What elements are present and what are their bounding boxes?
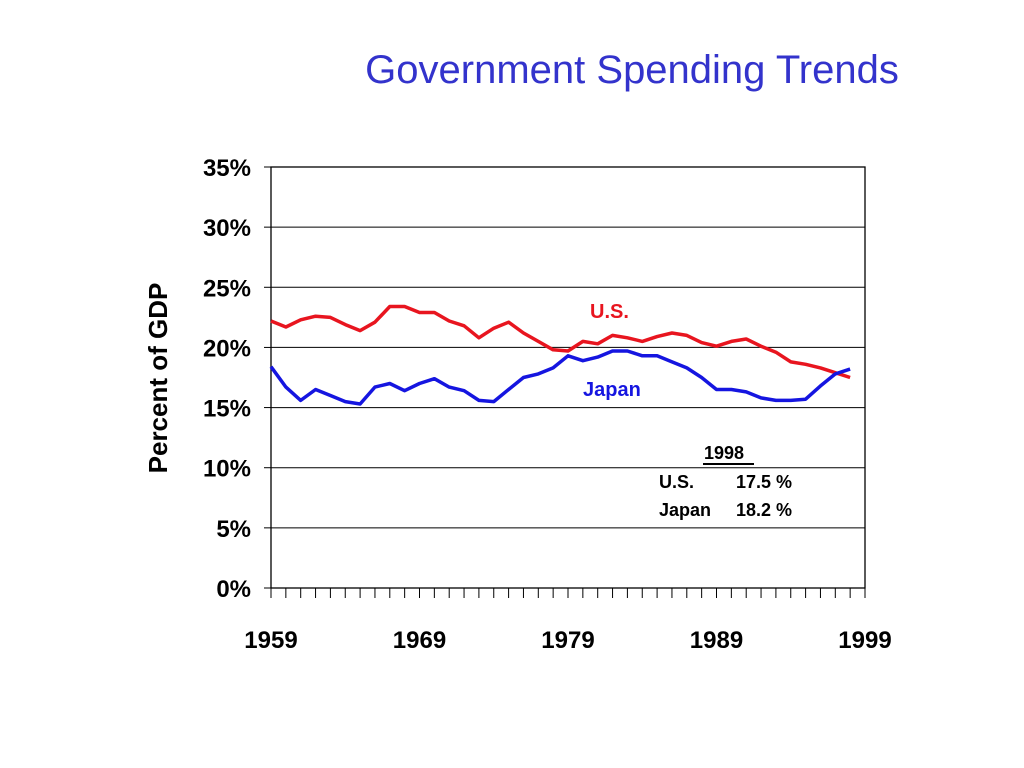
- y-axis-title: Percent of GDP: [143, 283, 173, 474]
- series-line-japan: [269, 349, 851, 406]
- y-tick-label: 10%: [203, 456, 251, 483]
- y-tick-label: 30%: [203, 215, 251, 242]
- y-tick-label: 0%: [216, 576, 251, 603]
- plot-frame: [270, 166, 866, 589]
- x-tick-label: 1999: [838, 627, 891, 654]
- series-label-us: U.S.: [590, 301, 629, 323]
- x-tick-label: 1969: [393, 627, 446, 654]
- y-tick-label: 5%: [216, 516, 251, 543]
- series-lines: [269, 304, 851, 406]
- x-tick-label: 1959: [244, 627, 297, 654]
- series-label-japan: Japan: [583, 379, 641, 401]
- y-axis-tick-labels: 0% 5% 10% 15% 20% 25% 30% 35%: [203, 155, 251, 603]
- y-tick-label: 20%: [203, 335, 251, 362]
- x-axis-ticks: [270, 588, 866, 598]
- chart-title: Government Spending Trends: [365, 48, 899, 92]
- annotation-year: 1998: [704, 443, 744, 463]
- annotation-japan-value: 18.2 %: [736, 500, 792, 520]
- annotation-us-label: U.S.: [659, 472, 694, 492]
- series-line-us: [270, 304, 851, 380]
- x-tick-label: 1979: [541, 627, 594, 654]
- y-tick-label: 35%: [203, 155, 251, 182]
- annotation-japan-label: Japan: [659, 500, 711, 520]
- x-axis-tick-labels: 1959 1969 1979 1989 1999: [244, 627, 891, 654]
- x-tick-label: 1989: [690, 627, 743, 654]
- y-tick-label: 15%: [203, 396, 251, 423]
- y-tick-label: 25%: [203, 275, 251, 302]
- annotation-box: 1998 U.S. 17.5 % Japan 18.2 %: [659, 443, 792, 520]
- plot-area-border: [270, 166, 866, 589]
- annotation-us-value: 17.5 %: [736, 472, 792, 492]
- gridlines: [264, 166, 865, 589]
